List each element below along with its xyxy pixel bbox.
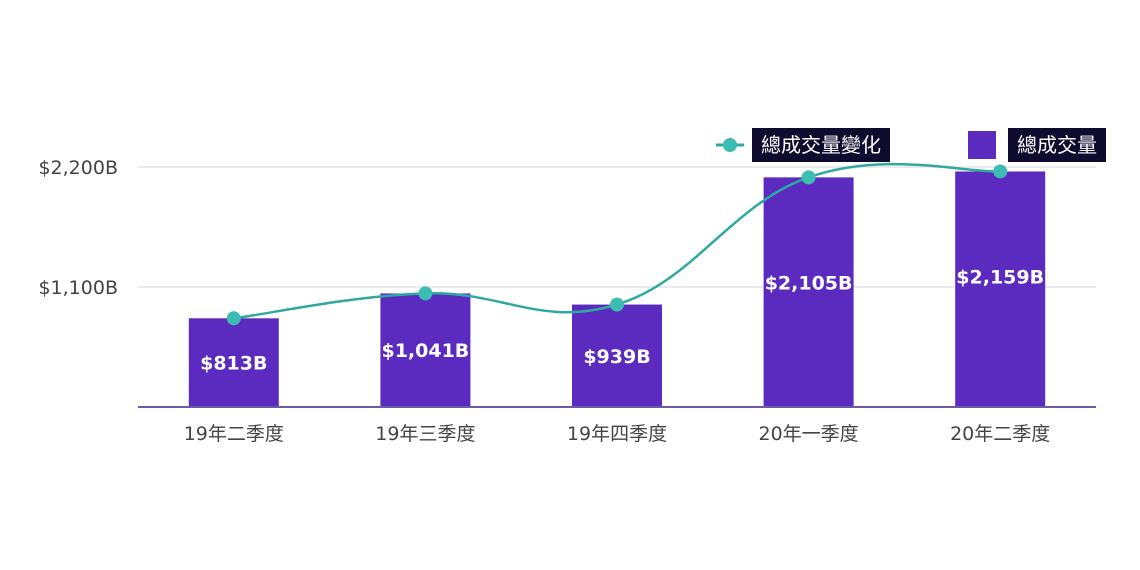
bar-value-label: $939B xyxy=(583,346,650,368)
chart-labels: $1,100B $2,200B $813B $1,041B $939B $2,105B $2… xyxy=(38,157,1050,445)
bar-value-label: $1,041B xyxy=(381,340,469,362)
trend-line xyxy=(226,162,1008,326)
bar-value-label: $813B xyxy=(200,353,267,375)
bar xyxy=(763,177,854,407)
legend-bar-entry: 總成交量 xyxy=(968,128,1106,162)
line-point xyxy=(993,164,1008,179)
x-tick-label: 19年二季度 xyxy=(184,423,284,445)
x-tick-label: 19年四季度 xyxy=(567,423,667,445)
legend-line-label: 總成交量變化 xyxy=(752,128,890,162)
x-tick-label: 20年二季度 xyxy=(950,423,1050,445)
x-tick-label: 20年一季度 xyxy=(759,423,859,445)
gridlines xyxy=(138,166,1096,288)
bar xyxy=(380,293,471,407)
legend-bar-swatch-icon xyxy=(968,131,996,159)
legend-line-entry: 總成交量變化 xyxy=(716,128,890,162)
bar xyxy=(188,318,279,407)
bar xyxy=(572,304,662,407)
bar xyxy=(955,171,1046,407)
line-point xyxy=(418,286,433,301)
x-tick-label: 19年三季度 xyxy=(375,423,475,445)
y-tick-label: $2,200B xyxy=(38,157,118,179)
bar-value-label: $2,105B xyxy=(765,272,853,294)
bars xyxy=(188,171,1046,407)
legend-bar-label: 總成交量 xyxy=(1008,128,1106,162)
bar-value-label: $2,159B xyxy=(956,266,1044,288)
line-point xyxy=(226,311,241,326)
legend-line-marker-icon xyxy=(716,138,744,152)
line-point xyxy=(610,297,624,312)
y-tick-label: $1,100B xyxy=(38,277,118,299)
line-point xyxy=(801,170,816,185)
trend-line-path xyxy=(233,162,1001,320)
